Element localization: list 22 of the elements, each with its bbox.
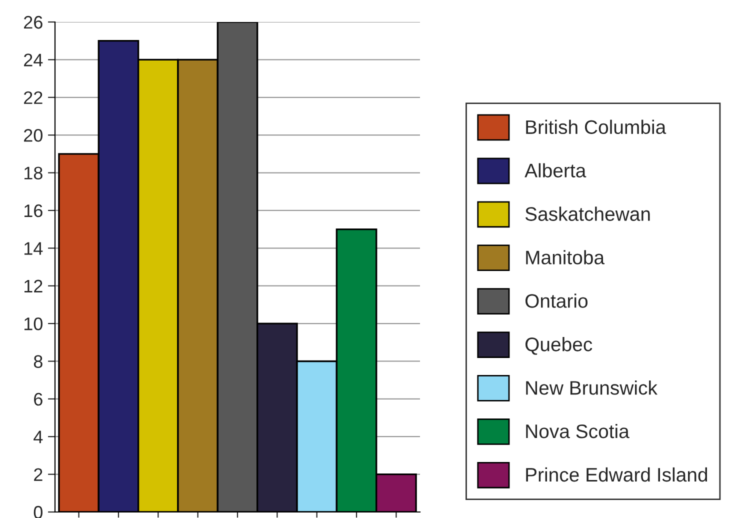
y-tick-label: 6 xyxy=(34,392,42,406)
y-tick-label: 20 xyxy=(24,129,42,142)
y-tick-label: 18 xyxy=(24,166,42,180)
legend-label: Ontario xyxy=(525,294,588,308)
legend-label: New Brunswick xyxy=(526,380,658,395)
legend-label: Saskatchewan xyxy=(525,206,650,221)
legend-label: Quebec xyxy=(525,337,592,355)
y-tick-label: 2 xyxy=(34,468,42,481)
legend-label: British Columbia xyxy=(526,120,666,134)
legend-label: Nova Scotia xyxy=(526,424,630,438)
y-tick-label: 10 xyxy=(24,317,42,330)
y-tick-label: 22 xyxy=(24,91,42,104)
y-tick-label: 4 xyxy=(34,430,43,444)
y-tick-label: 14 xyxy=(24,242,43,255)
legend-label: Manitoba xyxy=(526,250,605,264)
legend-label: Alberta xyxy=(524,163,586,178)
y-tick-label: 12 xyxy=(24,280,42,292)
legend-label: Prince Edward Island xyxy=(526,467,708,482)
y-tick-label: 24 xyxy=(24,54,43,66)
y-tick-label: 16 xyxy=(24,204,42,218)
y-tick-label: 26 xyxy=(24,16,42,29)
y-tick-label: 8 xyxy=(34,355,42,368)
